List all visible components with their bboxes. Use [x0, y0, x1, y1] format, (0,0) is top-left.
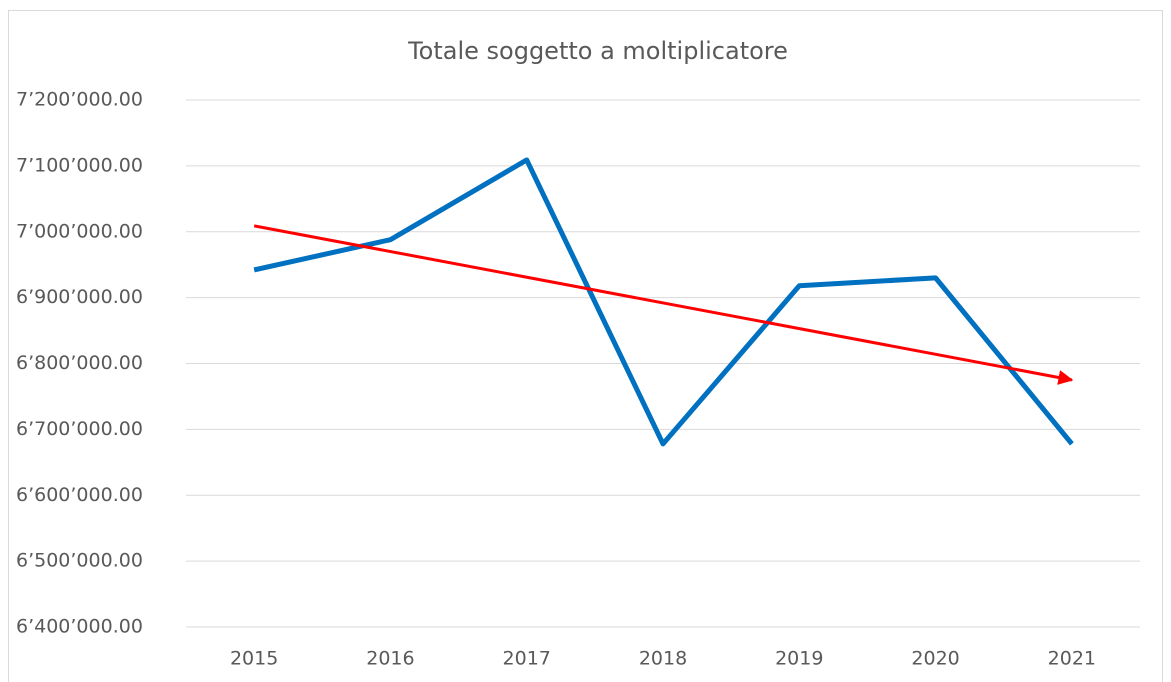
data-line [253, 157, 1074, 447]
x-tick-label: 2017 [503, 648, 551, 670]
x-tick-label: 2019 [775, 648, 823, 670]
y-tick-label: 6’900’000.00 [16, 286, 143, 308]
x-tick-label: 2018 [639, 648, 687, 670]
y-tick-label: 6’700’000.00 [16, 418, 143, 440]
x-tick-label: 2020 [911, 648, 959, 670]
chart-title: Totale soggetto a moltiplicatore [407, 37, 788, 65]
y-tick-label: 6’500’000.00 [16, 550, 143, 572]
trend-line [253, 224, 1074, 385]
x-tick-label: 2015 [230, 648, 278, 670]
chart-frame [8, 10, 1163, 682]
y-tick-label: 7’100’000.00 [16, 154, 143, 176]
x-tick-label: 2021 [1048, 648, 1096, 670]
y-tick-label: 7’200’000.00 [16, 89, 143, 111]
y-tick-label: 7’000’000.00 [16, 220, 143, 242]
y-tick-label: 6’800’000.00 [16, 352, 143, 374]
y-tick-label: 6’400’000.00 [16, 616, 143, 638]
y-tick-label: 6’600’000.00 [16, 484, 143, 506]
x-tick-label: 2016 [366, 648, 414, 670]
